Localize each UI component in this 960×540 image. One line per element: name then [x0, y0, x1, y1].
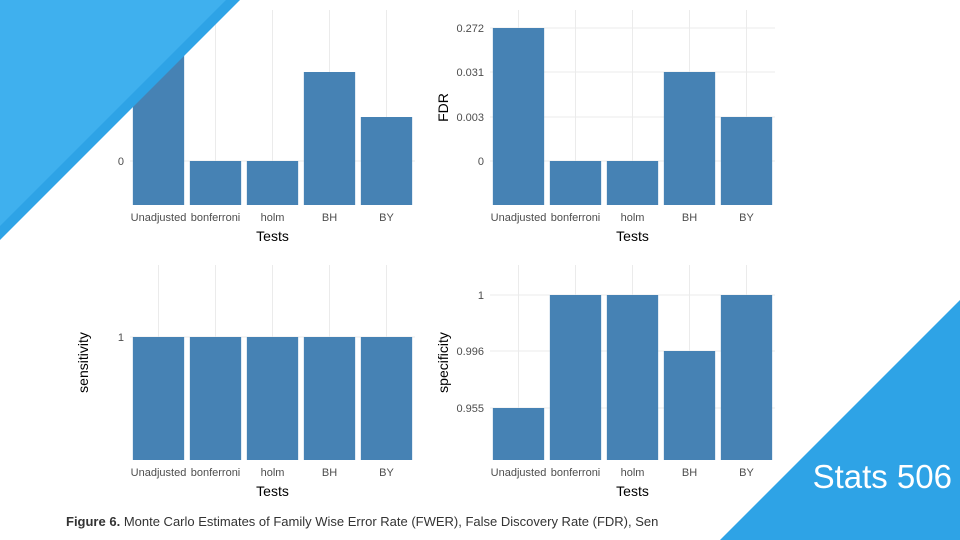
bar-bonferroni [549, 161, 602, 205]
y-tick-label: 1 [478, 290, 484, 302]
bar-bh [303, 337, 356, 460]
bar-by [360, 117, 413, 205]
chart-specificity: 0.955 0.996 1 Unadjusted bonferroni holm BH BY T… [435, 265, 775, 499]
x-axis-title: Tests [256, 483, 289, 499]
x-tick-label: BH [682, 467, 697, 479]
bar-bonferroni [549, 295, 602, 460]
bar-unadjusted [492, 408, 545, 460]
bar-bh [663, 72, 716, 205]
x-axis-title: Tests [616, 228, 649, 244]
y-tick-label: 0.955 [456, 403, 484, 415]
x-tick-label: Unadjusted [491, 467, 547, 479]
bar-holm [606, 295, 659, 460]
bar-holm [246, 161, 299, 205]
chart-fdr: 0 0.003 0.031 0.272 Unadjusted bonferroni holm… [435, 10, 775, 244]
bar-by [720, 295, 773, 460]
bar-unadjusted [132, 337, 185, 460]
y-tick-label: 0.031 [456, 67, 484, 79]
bar-unadjusted [492, 28, 545, 205]
x-axis-title: Tests [256, 228, 289, 244]
x-tick-label: holm [621, 467, 645, 479]
x-tick-label: BY [379, 212, 394, 224]
bar-unadjusted [132, 10, 185, 205]
y-axis-title: FDR [435, 93, 451, 122]
bar-holm [606, 161, 659, 205]
x-tick-label: bonferroni [551, 212, 601, 224]
x-tick-label: BY [739, 212, 754, 224]
x-tick-label: Unadjusted [131, 212, 187, 224]
x-tick-label: BH [322, 467, 337, 479]
bar-bonferroni [189, 337, 242, 460]
chart-fwer: 0 Unadjusted bonferroni holm BH BY Tests [118, 10, 415, 244]
x-tick-label: holm [261, 212, 285, 224]
y-tick-label: 0.272 [456, 23, 484, 35]
y-tick-label: 0.003 [456, 112, 484, 124]
y-axis-title: specificity [435, 332, 451, 393]
y-tick-label: 1 [118, 332, 124, 344]
y-tick-label: 0 [118, 156, 124, 168]
x-tick-label: Unadjusted [491, 212, 547, 224]
chart-sensitivity: 1 Unadjusted bonferroni holm BH BY Tests sensit… [75, 265, 415, 499]
x-tick-label: bonferroni [191, 467, 241, 479]
x-tick-label: holm [621, 212, 645, 224]
x-tick-label: BH [322, 212, 337, 224]
bar-holm [246, 337, 299, 460]
x-tick-label: Unadjusted [131, 467, 187, 479]
bar-bonferroni [189, 161, 242, 205]
x-tick-label: holm [261, 467, 285, 479]
bar-by [720, 117, 773, 205]
caption-text: Monte Carlo Estimates of Family Wise Err… [123, 514, 659, 529]
course-badge: Stats 506 [812, 458, 952, 495]
bar-bh [663, 351, 716, 460]
x-tick-label: BY [739, 467, 754, 479]
y-tick-label: 0.996 [456, 346, 484, 358]
x-axis-title: Tests [616, 483, 649, 499]
bar-bh [303, 72, 356, 205]
caption-label: Figure 6. [66, 514, 121, 529]
x-tick-label: BH [682, 212, 697, 224]
x-tick-label: bonferroni [191, 212, 241, 224]
figure-caption: Figure 6. Monte Carlo Estimates of Famil… [66, 514, 658, 529]
y-tick-label: 0 [478, 156, 484, 168]
bar-by [360, 337, 413, 460]
y-axis-title: sensitivity [75, 332, 91, 393]
x-tick-label: BY [379, 467, 394, 479]
x-tick-label: bonferroni [551, 467, 601, 479]
